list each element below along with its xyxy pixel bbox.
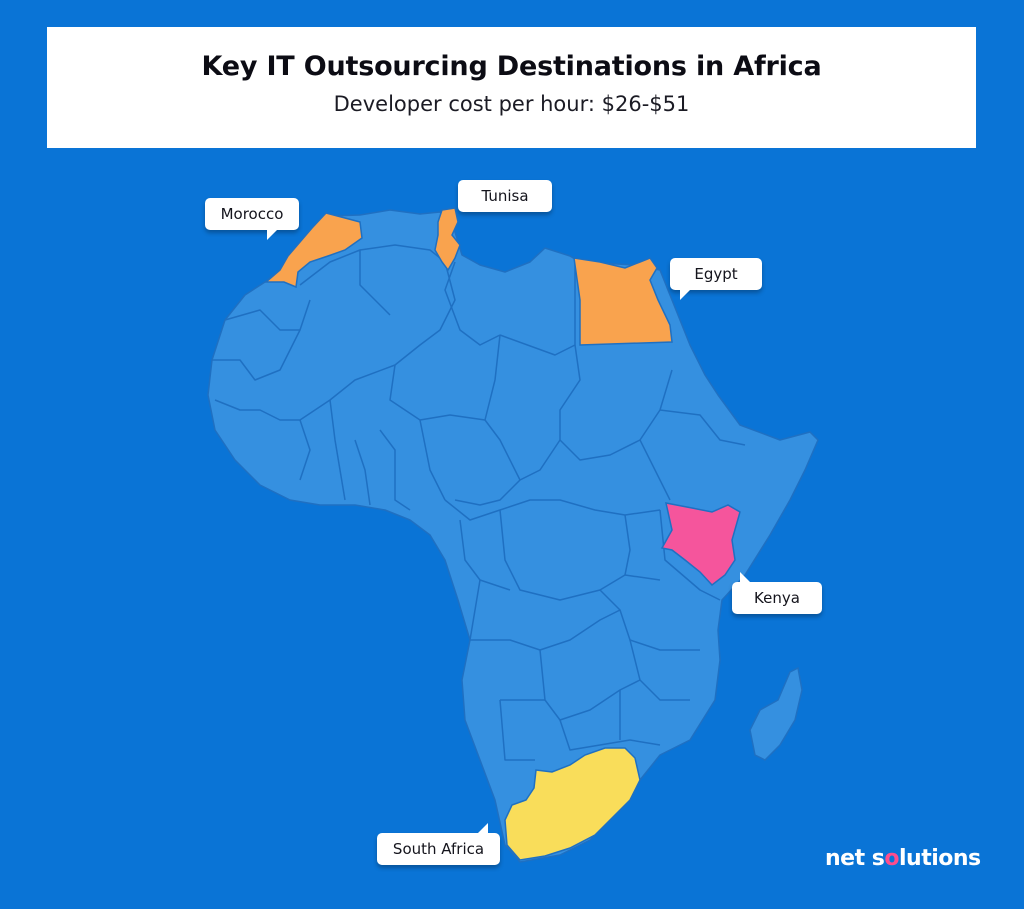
egypt-region	[573, 257, 673, 346]
kenya-label: Kenya	[732, 572, 822, 614]
madagascar	[749, 666, 803, 761]
kenya-label-text: Kenya	[754, 589, 800, 607]
map-subtitle: Developer cost per hour: $26-$51	[333, 92, 690, 116]
morocco-label-text: Morocco	[220, 205, 284, 223]
title-banner: Key IT Outsourcing Destinations in Afric…	[47, 27, 976, 148]
kenya-region	[660, 502, 741, 587]
net-solutions-logo: net solutions	[825, 846, 981, 871]
map-title: Key IT Outsourcing Destinations in Afric…	[201, 51, 822, 82]
egypt-label: Egypt	[670, 258, 762, 300]
egypt-label-text: Egypt	[694, 265, 738, 283]
callout-pointer	[680, 290, 690, 300]
south-africa-region	[504, 747, 641, 861]
tunisia-label: Tunisa	[458, 180, 552, 212]
south-africa-label-text: South Africa	[392, 840, 485, 858]
tunisia-label-text: Tunisa	[481, 187, 529, 205]
brand-prefix: net s	[825, 846, 885, 871]
callout-pointer	[740, 572, 750, 582]
morocco-label: Morocco	[205, 198, 299, 240]
tunisia-region	[434, 207, 461, 272]
callout-pointer	[267, 230, 277, 240]
morocco-region	[263, 212, 363, 289]
brand-suffix: lutions	[898, 846, 981, 871]
callout-pointer	[478, 823, 488, 833]
south-africa-label: South Africa	[377, 823, 500, 865]
africa-continent	[207, 209, 819, 863]
country-borders	[212, 244, 746, 761]
brand-dot: o	[884, 846, 899, 871]
